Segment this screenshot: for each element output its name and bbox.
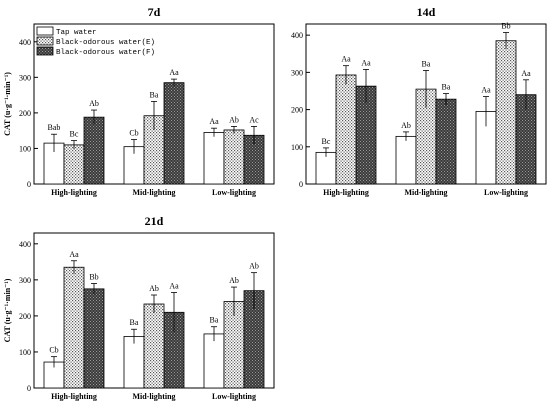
- chart-title: 21d: [145, 214, 164, 228]
- y-tick-label: 200: [19, 312, 31, 321]
- data-label: Aa: [169, 68, 179, 77]
- data-label: Bc: [70, 130, 79, 139]
- y-axis-label: CAT (u·g⁻¹·min⁻¹): [3, 278, 12, 342]
- bar: [315, 151, 337, 185]
- legend-swatch: [36, 26, 54, 36]
- data-label: Bb: [89, 272, 98, 281]
- data-label: Aa: [341, 55, 351, 64]
- chart-panel-14d: 14d 0 100 200 300 400 High-lighting Bc Aa Aa Mid-l…: [291, 5, 547, 197]
- legend-swatch: [36, 46, 54, 56]
- data-label: Ba: [422, 60, 431, 69]
- bar: [63, 266, 85, 389]
- y-tick-label: 0: [27, 384, 31, 393]
- y-tick-label: 400: [291, 31, 303, 40]
- x-tick-label: Low-lighting: [212, 188, 256, 197]
- data-label: Ab: [229, 115, 239, 124]
- y-tick-label: 0: [299, 180, 303, 189]
- y-tick-label: 100: [19, 144, 31, 153]
- bar: [395, 135, 417, 185]
- y-tick-label: 400: [19, 38, 31, 47]
- bar: [223, 129, 245, 185]
- y-tick-label: 300: [19, 276, 31, 285]
- data-label: Aa: [69, 250, 79, 259]
- bar: [123, 336, 145, 389]
- data-label: Bc: [322, 137, 331, 146]
- data-label: Aa: [169, 281, 179, 290]
- data-label: Ba: [130, 318, 139, 327]
- data-label: Ab: [229, 276, 239, 285]
- bar: [435, 98, 457, 185]
- legend-entry: Tap water: [56, 29, 97, 37]
- data-label: Bab: [48, 123, 61, 132]
- y-axis-label: CAT (u·g⁻¹·min⁻¹): [3, 72, 12, 136]
- bar: [163, 82, 185, 185]
- data-label: Ab: [249, 262, 259, 271]
- y-tick-label: 400: [19, 240, 31, 249]
- x-tick-label: Low-lighting: [212, 392, 256, 401]
- bar: [63, 144, 85, 185]
- data-label: Ab: [89, 99, 99, 108]
- bar: [83, 116, 105, 185]
- y-tick-label: 100: [291, 143, 303, 152]
- data-label: Cb: [129, 129, 138, 138]
- x-tick-label: Mid-lighting: [132, 392, 175, 401]
- bar: [143, 303, 165, 389]
- data-label: Ba: [442, 83, 451, 92]
- data-label: Bb: [501, 22, 510, 31]
- data-label: Aa: [481, 86, 491, 95]
- x-tick-label: Low-lighting: [484, 188, 528, 197]
- data-label: Ab: [401, 121, 411, 130]
- x-tick-label: High-lighting: [323, 188, 369, 197]
- x-tick-label: High-lighting: [51, 392, 97, 401]
- legend-entry: Black-odorous water(F): [56, 49, 155, 57]
- bar: [335, 74, 357, 185]
- data-label: Cb: [49, 346, 58, 355]
- data-label: Aa: [209, 117, 219, 126]
- bar: [203, 132, 225, 185]
- x-tick-label: High-lighting: [51, 188, 97, 197]
- data-label: Ba: [210, 316, 219, 325]
- bar: [203, 333, 225, 389]
- data-label: Ac: [249, 115, 259, 124]
- y-tick-label: 100: [19, 348, 31, 357]
- data-label: Ab: [149, 284, 159, 293]
- y-tick-label: 200: [19, 109, 31, 118]
- chart-title: 7d: [148, 5, 161, 19]
- legend-entry: Black-odorous water(E): [56, 39, 155, 47]
- y-tick-label: 0: [27, 180, 31, 189]
- y-tick-label: 200: [291, 106, 303, 115]
- bar: [495, 40, 517, 185]
- data-label: Aa: [361, 58, 371, 67]
- bar: [83, 288, 105, 389]
- data-label: Aa: [521, 69, 531, 78]
- chart-panel-7d: 7d 0 100 200 300 400 CAT (u·g⁻¹·min⁻¹) High-lig…: [3, 5, 275, 197]
- y-tick-label: 300: [291, 68, 303, 77]
- y-tick-label: 300: [19, 73, 31, 82]
- legend-swatch: [36, 36, 54, 46]
- x-tick-label: Mid-lighting: [404, 188, 447, 197]
- chart-panel-21d: 21d 0 100 200 300 400 CAT (u·g⁻¹·min⁻¹) High-li…: [3, 214, 275, 401]
- data-label: Ba: [150, 91, 159, 100]
- x-tick-label: Mid-lighting: [132, 188, 175, 197]
- chart-title: 14d: [417, 5, 436, 19]
